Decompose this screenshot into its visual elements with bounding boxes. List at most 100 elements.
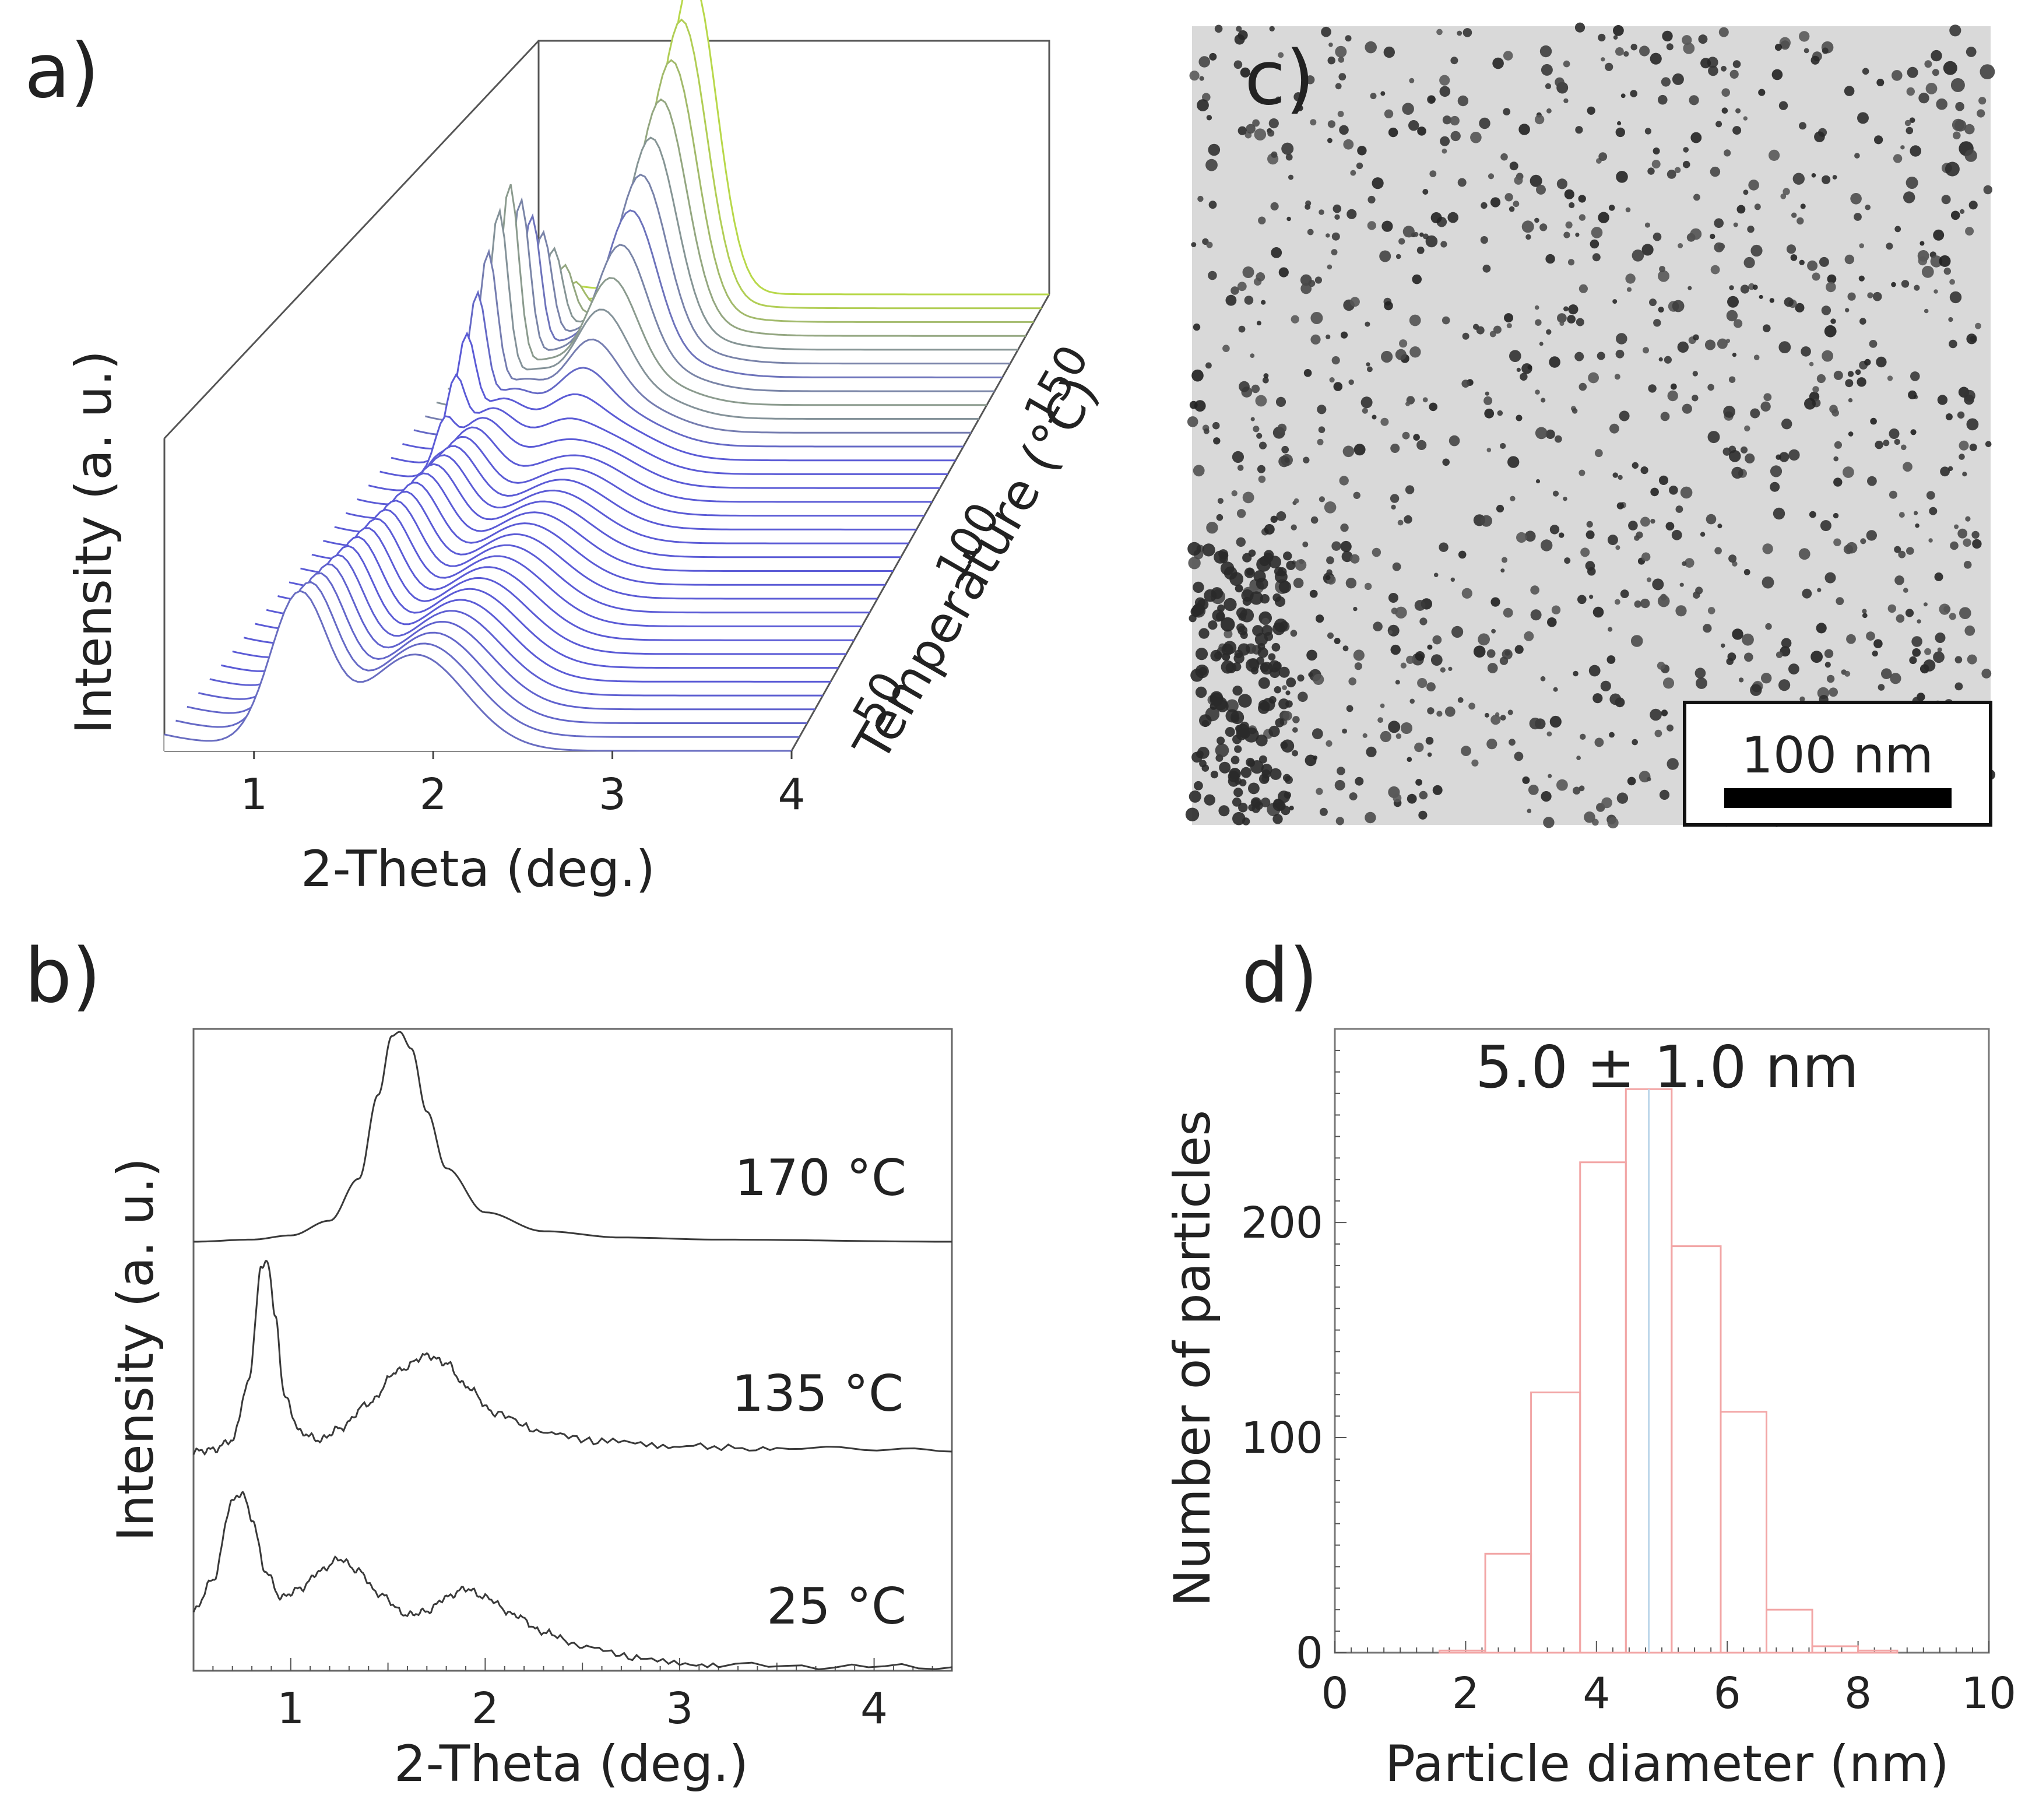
nanoparticle: [1402, 103, 1414, 115]
nanoparticle: [1348, 379, 1354, 385]
nanoparticle: [1564, 189, 1574, 199]
nanoparticle: [1675, 505, 1683, 513]
nanoparticle: [1780, 193, 1787, 199]
nanoparticle: [1213, 437, 1221, 445]
nanoparticle: [1978, 97, 1987, 105]
nanoparticle: [1934, 572, 1943, 581]
nanoparticle: [1233, 788, 1243, 797]
nanoparticle: [1911, 636, 1922, 647]
nanoparticle: [1305, 754, 1317, 767]
nanoparticle: [1416, 440, 1427, 451]
nanoparticle: [1293, 92, 1303, 102]
nanoparticle: [1644, 128, 1651, 135]
nanoparticle: [1292, 750, 1298, 757]
nanoparticle: [1567, 259, 1575, 266]
nanoparticle: [1388, 593, 1398, 603]
nanoparticle: [1894, 546, 1901, 553]
nanoparticle: [1710, 265, 1720, 275]
nanoparticle: [1909, 117, 1915, 123]
nanoparticle: [1408, 120, 1419, 131]
nanoparticle: [1692, 371, 1698, 377]
nanoparticle: [1972, 539, 1982, 549]
nanoparticle: [1457, 697, 1464, 703]
nanoparticle: [1345, 35, 1352, 42]
nanoparticle: [1878, 684, 1885, 691]
nanoparticle: [1365, 811, 1376, 824]
nanoparticle: [1694, 667, 1706, 679]
panel-label-a: a): [24, 28, 100, 115]
nanoparticle: [1598, 212, 1609, 223]
nanoparticle: [1588, 665, 1601, 677]
nanoparticle: [1334, 779, 1345, 790]
nanoparticle: [1412, 274, 1422, 284]
nanoparticle: [1215, 743, 1229, 757]
nanoparticle: [1865, 204, 1871, 210]
nanoparticle: [1700, 58, 1711, 69]
nanoparticle: [1615, 545, 1620, 550]
nanoparticle: [1804, 48, 1809, 54]
nanoparticle: [1407, 757, 1412, 762]
trace-fill: [164, 591, 792, 751]
nanoparticle: [1696, 677, 1707, 689]
nanoparticle: [1887, 375, 1893, 381]
nanoparticle: [1616, 792, 1629, 804]
nanoparticle: [1802, 588, 1812, 599]
nanoparticle: [1433, 572, 1439, 578]
nanoparticle: [1214, 697, 1228, 711]
nanoparticle: [1353, 491, 1360, 499]
nanoparticle: [1933, 289, 1938, 294]
nanoparticle: [1587, 106, 1595, 115]
nanoparticle: [1626, 287, 1632, 292]
nanoparticle: [1692, 395, 1699, 402]
nanoparticle: [1589, 595, 1594, 599]
nanoparticle: [1732, 353, 1736, 357]
nanoparticle: [1844, 670, 1851, 677]
nanoparticle: [1795, 303, 1805, 312]
nanoparticle: [1665, 522, 1675, 530]
nanoparticle: [1224, 566, 1238, 580]
nanoparticle: [1632, 739, 1638, 746]
nanoparticle: [1792, 173, 1805, 185]
nanoparticle: [1914, 284, 1920, 291]
nanoparticle: [1530, 174, 1542, 187]
nanoparticle: [1788, 449, 1800, 461]
nanoparticle: [1810, 651, 1823, 663]
nanoparticle: [1254, 128, 1267, 140]
nanoparticle: [1576, 756, 1581, 760]
nanoparticle: [1313, 674, 1324, 685]
nanoparticle: [1734, 319, 1743, 328]
nanoparticle: [1862, 613, 1868, 619]
nanoparticle: [1278, 698, 1289, 709]
nanoparticle: [1501, 557, 1508, 563]
nanoparticle: [1662, 30, 1673, 42]
nanoparticle: [1278, 666, 1290, 678]
nanoparticle: [1442, 148, 1447, 154]
nanoparticle: [1417, 127, 1426, 136]
nanoparticle: [1833, 477, 1843, 487]
nanoparticle: [1769, 149, 1780, 161]
nanoparticle: [1395, 254, 1401, 259]
nanoparticle: [1732, 628, 1743, 640]
nanoparticle: [1894, 575, 1904, 585]
nanoparticle: [1585, 530, 1595, 539]
nanoparticle: [1753, 354, 1760, 360]
nanoparticle: [1552, 490, 1559, 497]
nanoparticle: [1774, 44, 1783, 51]
nanoparticle: [1306, 75, 1315, 85]
nanoparticle: [1285, 153, 1293, 161]
nanoparticle: [1679, 582, 1684, 587]
nanoparticle: [1910, 145, 1921, 157]
nanoparticle: [1824, 662, 1831, 668]
nanoparticle: [1268, 725, 1280, 737]
nanoparticle: [1314, 276, 1322, 284]
nanoparticle: [1594, 737, 1604, 747]
nanoparticle: [1613, 25, 1624, 36]
nanoparticle: [1615, 349, 1625, 359]
nanoparticle: [1914, 511, 1918, 515]
nanoparticle: [1208, 270, 1217, 280]
scale-bar: [1724, 788, 1952, 808]
nanoparticle: [1641, 552, 1651, 561]
nanoparticle: [1419, 617, 1428, 626]
nanoparticle: [1889, 428, 1900, 439]
nanoparticle: [1225, 294, 1237, 306]
